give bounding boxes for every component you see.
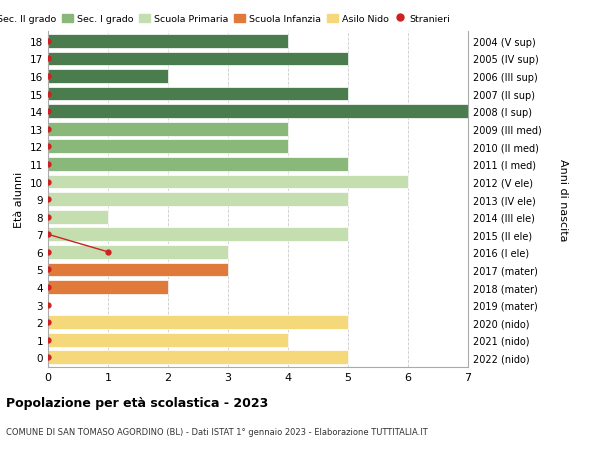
Bar [48, 210, 108, 224]
Legend: Sec. II grado, Sec. I grado, Scuola Primaria, Scuola Infanzia, Asilo Nido, Stran: Sec. II grado, Sec. I grado, Scuola Prim… [0, 15, 451, 24]
Text: Popolazione per età scolastica - 2023: Popolazione per età scolastica - 2023 [6, 396, 268, 409]
Bar [48, 316, 348, 329]
Bar [48, 88, 348, 101]
Bar [48, 158, 348, 171]
Bar [48, 52, 348, 66]
Text: COMUNE DI SAN TOMASO AGORDINO (BL) - Dati ISTAT 1° gennaio 2023 - Elaborazione T: COMUNE DI SAN TOMASO AGORDINO (BL) - Dat… [6, 427, 428, 436]
Bar [48, 175, 408, 189]
Bar [48, 140, 288, 154]
Bar [48, 105, 468, 119]
Y-axis label: Età alunni: Età alunni [14, 172, 25, 228]
Bar [48, 280, 168, 294]
Bar [48, 351, 348, 364]
Bar [48, 70, 168, 84]
Bar [48, 228, 348, 241]
Bar [48, 333, 288, 347]
Bar [48, 123, 288, 136]
Bar [48, 193, 348, 207]
Y-axis label: Anni di nascita: Anni di nascita [558, 158, 568, 241]
Bar [48, 35, 288, 49]
Bar [48, 246, 228, 259]
Bar [48, 263, 228, 277]
